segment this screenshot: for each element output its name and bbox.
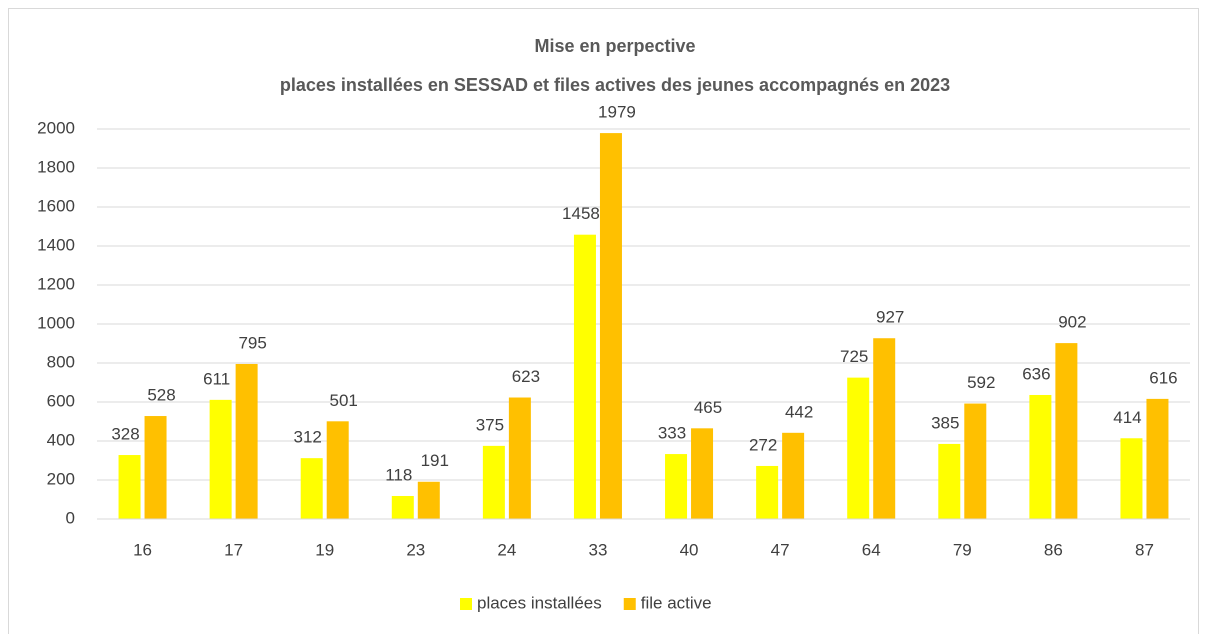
legend-label: places installées xyxy=(477,593,602,612)
data-label: 501 xyxy=(330,391,358,410)
data-label: 611 xyxy=(203,369,230,388)
y-tick-label: 600 xyxy=(47,391,75,410)
data-label: 616 xyxy=(1149,368,1177,387)
data-label: 442 xyxy=(785,402,813,421)
data-label: 414 xyxy=(1113,408,1141,427)
bar xyxy=(391,495,414,519)
y-tick-label: 1800 xyxy=(37,157,75,176)
bar xyxy=(235,363,258,519)
bar xyxy=(1055,343,1078,519)
data-label: 375 xyxy=(476,415,504,434)
data-label: 528 xyxy=(147,386,175,405)
bar xyxy=(599,133,622,519)
bar xyxy=(756,465,779,519)
data-label: 465 xyxy=(694,398,722,417)
x-tick-label: 40 xyxy=(680,540,699,559)
legend-swatch xyxy=(460,598,472,610)
bar xyxy=(964,403,987,519)
data-label: 385 xyxy=(931,413,959,432)
bar xyxy=(691,428,714,519)
y-tick-label: 1000 xyxy=(37,313,75,332)
bar xyxy=(508,397,531,519)
legend-label: file active xyxy=(641,593,712,612)
y-tick-label: 1400 xyxy=(37,235,75,254)
x-tick-label: 19 xyxy=(315,540,334,559)
data-label: 118 xyxy=(385,465,412,484)
chart-subtitle: places installées en SESSAD et files act… xyxy=(280,75,950,95)
y-tick-label: 400 xyxy=(47,430,75,449)
bar xyxy=(118,455,141,519)
data-label: 636 xyxy=(1022,364,1050,383)
bar xyxy=(417,481,440,519)
bar xyxy=(782,432,805,519)
bar xyxy=(326,421,349,519)
data-label: 795 xyxy=(238,333,266,352)
bar xyxy=(209,399,232,519)
data-label: 272 xyxy=(749,435,777,454)
x-tick-label: 17 xyxy=(224,540,243,559)
bar xyxy=(873,338,896,519)
data-label: 333 xyxy=(658,424,686,443)
y-tick-label: 0 xyxy=(66,508,75,527)
bar xyxy=(1120,438,1143,519)
y-tick-label: 200 xyxy=(47,469,75,488)
y-tick-label: 1200 xyxy=(37,274,75,293)
bar xyxy=(144,416,167,519)
data-label: 623 xyxy=(512,367,540,386)
data-label: 592 xyxy=(967,373,995,392)
chart-title: Mise en perpective xyxy=(534,36,695,56)
x-tick-label: 24 xyxy=(497,540,516,559)
data-label: 725 xyxy=(840,347,868,366)
data-label: 902 xyxy=(1058,313,1086,332)
y-tick-label: 1600 xyxy=(37,196,75,215)
bar xyxy=(938,443,961,519)
x-tick-label: 64 xyxy=(862,540,881,559)
bar xyxy=(847,377,870,519)
y-tick-label: 800 xyxy=(47,352,75,371)
data-label: 927 xyxy=(876,308,904,327)
x-tick-label: 79 xyxy=(953,540,972,559)
chart-frame xyxy=(8,8,1199,639)
y-tick-label: 2000 xyxy=(37,118,75,137)
x-tick-label: 16 xyxy=(133,540,152,559)
data-label: 312 xyxy=(294,428,322,447)
x-tick-label: 33 xyxy=(588,540,607,559)
bar xyxy=(573,234,596,519)
bar xyxy=(665,454,688,519)
bar xyxy=(300,458,323,519)
x-tick-label: 87 xyxy=(1135,540,1154,559)
bar xyxy=(482,445,505,519)
data-label: 191 xyxy=(421,451,449,470)
legend-swatch xyxy=(623,598,636,610)
x-tick-label: 86 xyxy=(1044,540,1063,559)
x-tick-label: 47 xyxy=(771,540,790,559)
x-tick-label: 23 xyxy=(406,540,425,559)
bar xyxy=(1146,398,1169,519)
bar xyxy=(1029,394,1052,519)
data-label: 328 xyxy=(111,425,139,444)
data-label: 1458 xyxy=(562,204,600,223)
data-label: 1979 xyxy=(598,103,636,122)
